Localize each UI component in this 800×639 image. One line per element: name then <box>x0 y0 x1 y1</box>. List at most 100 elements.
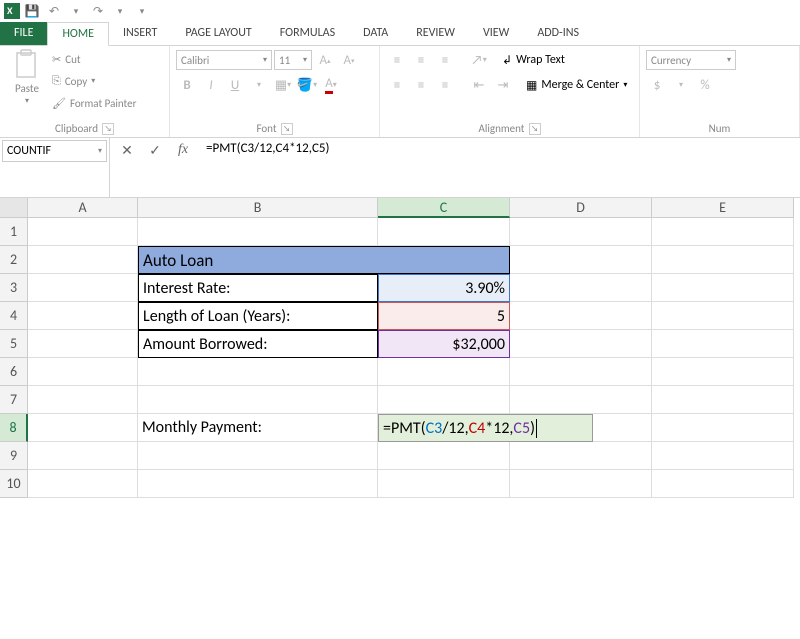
row-header-2[interactable]: 2 <box>0 246 28 274</box>
wrap-text-button[interactable]: ↲ Wrap Text <box>502 50 565 70</box>
row-header-5[interactable]: 5 <box>0 330 28 358</box>
percent-button[interactable]: % <box>694 75 716 95</box>
cell-D1[interactable] <box>510 218 652 246</box>
cell-C3[interactable]: 3.90% <box>378 274 510 302</box>
cell-B4[interactable]: Length of Loan (Years): <box>138 302 378 330</box>
row-header-8[interactable]: 8 <box>0 414 28 442</box>
currency-dropdown[interactable]: ▾ <box>670 75 692 95</box>
cell-C1[interactable] <box>378 218 510 246</box>
cell-B3[interactable]: Interest Rate: <box>138 274 378 302</box>
cell-A2[interactable] <box>28 246 138 274</box>
cell-C10[interactable] <box>378 470 510 498</box>
cell-C4[interactable]: 5 <box>378 302 510 330</box>
align-center-icon[interactable]: ≡ <box>410 75 432 95</box>
font-name-dropdown[interactable]: Calibri▾ <box>176 50 272 70</box>
borders-button[interactable]: ▦▾ <box>272 75 294 95</box>
cell-E6[interactable] <box>652 358 794 386</box>
cell-B2[interactable]: Auto Loan <box>138 246 510 274</box>
cell-A8[interactable] <box>28 414 138 442</box>
select-all-corner[interactable] <box>0 198 28 218</box>
cancel-formula-icon[interactable]: ✕ <box>116 140 138 160</box>
redo-dropdown-icon[interactable]: ▾ <box>110 2 130 20</box>
align-left-icon[interactable]: ≡ <box>386 75 408 95</box>
undo-icon[interactable]: ↶ <box>44 2 64 20</box>
row-header-10[interactable]: 10 <box>0 470 28 498</box>
font-size-dropdown[interactable]: 11▾ <box>274 50 312 70</box>
cell-A7[interactable] <box>28 386 138 414</box>
fx-icon[interactable]: fx <box>172 140 194 160</box>
format-painter-button[interactable]: 🖌 Format Painter <box>52 93 136 113</box>
cell-A5[interactable] <box>28 330 138 358</box>
qat-customize-icon[interactable]: ▾ <box>132 2 152 20</box>
row-header-1[interactable]: 1 <box>0 218 28 246</box>
name-box[interactable]: COUNTIF▾ <box>2 140 107 162</box>
cell-B6[interactable] <box>138 358 378 386</box>
cell-E8[interactable] <box>652 414 794 442</box>
row-header-3[interactable]: 3 <box>0 274 28 302</box>
cell-C5[interactable]: $32,000 <box>378 330 510 358</box>
cell-D5[interactable] <box>510 330 652 358</box>
number-format-dropdown[interactable]: Currency▾ <box>646 50 736 70</box>
enter-formula-icon[interactable]: ✓ <box>144 140 166 160</box>
cell-B9[interactable] <box>138 442 378 470</box>
cell-D6[interactable] <box>510 358 652 386</box>
align-middle-icon[interactable]: ≡ <box>410 50 432 70</box>
redo-icon[interactable]: ↷ <box>88 2 108 20</box>
tab-insert[interactable]: INSERT <box>109 22 171 45</box>
cell-E10[interactable] <box>652 470 794 498</box>
tab-page-layout[interactable]: PAGE LAYOUT <box>171 22 265 45</box>
merge-center-button[interactable]: ▦ Merge & Center ▾ <box>526 75 627 95</box>
cut-button[interactable]: ✂ Cut <box>52 49 136 69</box>
cell-A6[interactable] <box>28 358 138 386</box>
cell-C9[interactable] <box>378 442 510 470</box>
align-bottom-icon[interactable]: ≡ <box>434 50 456 70</box>
paste-button[interactable]: Paste ▾ <box>6 49 48 121</box>
tab-review[interactable]: REVIEW <box>402 22 469 45</box>
cell-E3[interactable] <box>652 274 794 302</box>
tab-file[interactable]: FILE <box>0 22 47 45</box>
cell-A3[interactable] <box>28 274 138 302</box>
row-header-4[interactable]: 4 <box>0 302 28 330</box>
cell-C7[interactable] <box>378 386 510 414</box>
alignment-launcher[interactable]: ↘ <box>529 123 541 135</box>
tab-addins[interactable]: ADD-INS <box>523 22 593 45</box>
col-header-B[interactable]: B <box>138 198 378 218</box>
cell-B1[interactable] <box>138 218 378 246</box>
underline-dropdown[interactable]: ▾ <box>248 75 270 95</box>
undo-dropdown-icon[interactable]: ▾ <box>66 2 86 20</box>
col-header-C[interactable]: C <box>378 198 510 218</box>
cell-B5[interactable]: Amount Borrowed: <box>138 330 378 358</box>
fill-color-button[interactable]: 🪣▾ <box>296 75 318 95</box>
cell-D2[interactable] <box>510 246 652 274</box>
tab-view[interactable]: VIEW <box>469 22 523 45</box>
cell-E7[interactable] <box>652 386 794 414</box>
cell-C6[interactable] <box>378 358 510 386</box>
copy-button[interactable]: ⎘ Copy ▾ <box>52 71 136 91</box>
cell-A9[interactable] <box>28 442 138 470</box>
cell-B8[interactable]: Monthly Payment: <box>138 414 378 442</box>
cell-D9[interactable] <box>510 442 652 470</box>
cell-D10[interactable] <box>510 470 652 498</box>
row-header-7[interactable]: 7 <box>0 386 28 414</box>
cell-E4[interactable] <box>652 302 794 330</box>
decrease-indent-icon[interactable]: ⇤ <box>468 75 490 95</box>
cell-A4[interactable] <box>28 302 138 330</box>
cell-B10[interactable] <box>138 470 378 498</box>
cell-D3[interactable] <box>510 274 652 302</box>
tab-formulas[interactable]: FORMULAS <box>266 22 349 45</box>
formula-input[interactable]: =PMT(C3/12,C4*12,C5) <box>200 138 800 197</box>
align-right-icon[interactable]: ≡ <box>434 75 456 95</box>
clipboard-launcher[interactable]: ↘ <box>102 123 114 135</box>
underline-button[interactable]: U <box>224 75 246 95</box>
row-header-9[interactable]: 9 <box>0 442 28 470</box>
cell-A1[interactable] <box>28 218 138 246</box>
cell-E2[interactable] <box>652 246 794 274</box>
bold-button[interactable]: B <box>176 75 198 95</box>
cell-E1[interactable] <box>652 218 794 246</box>
tab-home[interactable]: HOME <box>47 22 109 46</box>
save-icon[interactable]: 💾 <box>22 2 42 20</box>
cell-E5[interactable] <box>652 330 794 358</box>
col-header-D[interactable]: D <box>510 198 652 218</box>
font-color-button[interactable]: A▾ <box>320 75 342 95</box>
currency-button[interactable]: $ <box>646 75 668 95</box>
